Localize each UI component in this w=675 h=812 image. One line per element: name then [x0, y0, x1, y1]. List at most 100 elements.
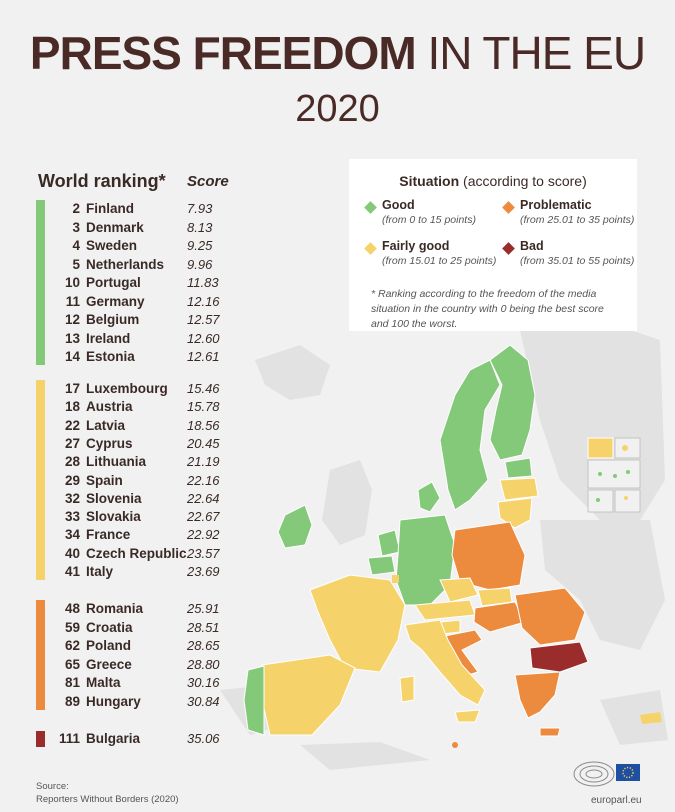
rank-value: 27: [64, 435, 80, 451]
country-name: Romania: [86, 601, 144, 616]
country-name: Sweden: [86, 238, 138, 253]
country-name: Denmark: [86, 219, 144, 235]
score-value: 22.92: [187, 527, 220, 543]
rank-value: 12: [64, 312, 80, 327]
legend-problematic-label: Problematic: [520, 198, 592, 212]
table-row: 11 Germany: [52, 293, 145, 311]
country-name: Latvia: [86, 417, 126, 433]
rank-value: 34: [64, 527, 80, 543]
source-note: Source: Reporters Without Borders (2020): [36, 780, 179, 806]
portugal: [243, 665, 265, 736]
country-name: Luxembourg: [86, 381, 168, 396]
table-row: 62 Poland: [52, 637, 131, 655]
country-name: Greece: [86, 656, 132, 672]
country-name: Spain: [86, 472, 123, 488]
rank-value: 5: [72, 256, 80, 272]
score-value: 28.80: [187, 656, 220, 672]
rank-column-header: World ranking*: [38, 171, 166, 191]
rank-value: 29: [64, 472, 80, 488]
luxembourg: [392, 575, 399, 583]
belgium: [367, 555, 396, 576]
title-bold: PRESS FREEDOM: [29, 27, 417, 79]
rank-value: 28: [64, 454, 80, 470]
country-name: Portugal: [86, 275, 141, 290]
score-value: 35.06: [187, 731, 220, 746]
title-light: IN THE EU: [427, 27, 646, 79]
score-value: 15.46: [187, 381, 220, 396]
table-row: 17 Luxembourg: [52, 380, 168, 398]
country-name: Cyprus: [86, 435, 133, 451]
site-url[interactable]: europarl.eu: [591, 795, 642, 806]
table-row: 14 Estonia: [52, 348, 135, 366]
problematic-diamond-icon: [502, 201, 515, 214]
denmark: [417, 481, 441, 513]
legend-problematic-range: (from 25.01 to 35 points): [520, 214, 635, 226]
table-row: 32 Slovenia: [52, 490, 142, 508]
score-value: 9.25: [187, 238, 213, 253]
country-name: Lithuania: [86, 454, 146, 470]
table-row: 111 Bulgaria: [52, 730, 140, 748]
ireland: [277, 504, 313, 549]
score-value: 23.57: [187, 545, 220, 561]
country-name: Slovakia: [86, 509, 141, 525]
rank-value: 59: [64, 619, 80, 635]
country-name: Croatia: [86, 619, 133, 635]
table-row: 27 Cyprus: [52, 435, 133, 453]
rank-value: 65: [64, 656, 80, 672]
table-row: 5 Netherlands: [52, 256, 164, 274]
table-row: 65 Greece: [52, 656, 132, 674]
source-text: Reporters Without Borders (2020): [36, 794, 179, 805]
score-value: 12.61: [187, 349, 220, 364]
country-name: Belgium: [86, 312, 140, 327]
rank-value: 62: [64, 638, 80, 653]
country-name: Malta: [86, 675, 121, 690]
rank-value: 111: [58, 731, 80, 746]
good-diamond-icon: [364, 201, 377, 214]
greece: [514, 671, 561, 737]
outermost-regions-inset: [587, 437, 641, 513]
table-row: 59 Croatia: [52, 619, 133, 637]
country-name: Poland: [86, 638, 132, 653]
country-name: Hungary: [86, 693, 141, 709]
rank-value: 33: [64, 509, 80, 525]
score-value: 12.57: [187, 312, 220, 327]
sweden: [439, 359, 501, 511]
legend-good-range: (from 0 to 15 points): [382, 214, 476, 226]
legend-title: Situation (according to score): [349, 173, 637, 189]
legend-title-rest: (according to score): [463, 173, 587, 189]
rank-value: 40: [64, 545, 80, 561]
table-row: 81 Malta: [52, 674, 121, 692]
table-row: 40 Czech Republic: [52, 545, 187, 563]
score-value: 18.56: [187, 417, 220, 433]
malta: [452, 742, 458, 748]
rank-value: 13: [64, 330, 80, 346]
score-value: 21.19: [187, 454, 220, 470]
score-value: 28.65: [187, 638, 220, 653]
legend-fairly-good-label: Fairly good: [382, 239, 450, 253]
rank-value: 4: [72, 238, 80, 253]
fairly-good-group-bar: [36, 380, 45, 580]
rank-value: 14: [64, 349, 80, 364]
spain: [261, 654, 356, 736]
table-row: 89 Hungary: [52, 693, 141, 711]
score-value: 25.91: [187, 601, 220, 616]
bad-group-bar: [36, 731, 45, 747]
rank-value: 32: [64, 490, 80, 506]
legend-footnote: * Ranking according to the freedom of th…: [371, 288, 604, 330]
score-value: 20.45: [187, 435, 220, 451]
rank-value: 89: [64, 693, 80, 709]
table-row: 29 Spain: [52, 472, 123, 490]
country-name: Slovenia: [86, 490, 142, 506]
table-row: 33 Slovakia: [52, 508, 141, 526]
score-value: 7.93: [187, 201, 213, 216]
table-row: 22 Latvia: [52, 417, 125, 435]
country-name: Netherlands: [86, 256, 165, 272]
fairly-good-diamond-icon: [364, 242, 377, 255]
score-value: 9.96: [187, 256, 213, 272]
non-eu-land: [220, 320, 668, 770]
country-name: Austria: [86, 399, 133, 415]
rank-value: 11: [65, 293, 80, 309]
rank-value: 3: [72, 219, 80, 235]
table-row: 2 Finland: [52, 200, 134, 218]
